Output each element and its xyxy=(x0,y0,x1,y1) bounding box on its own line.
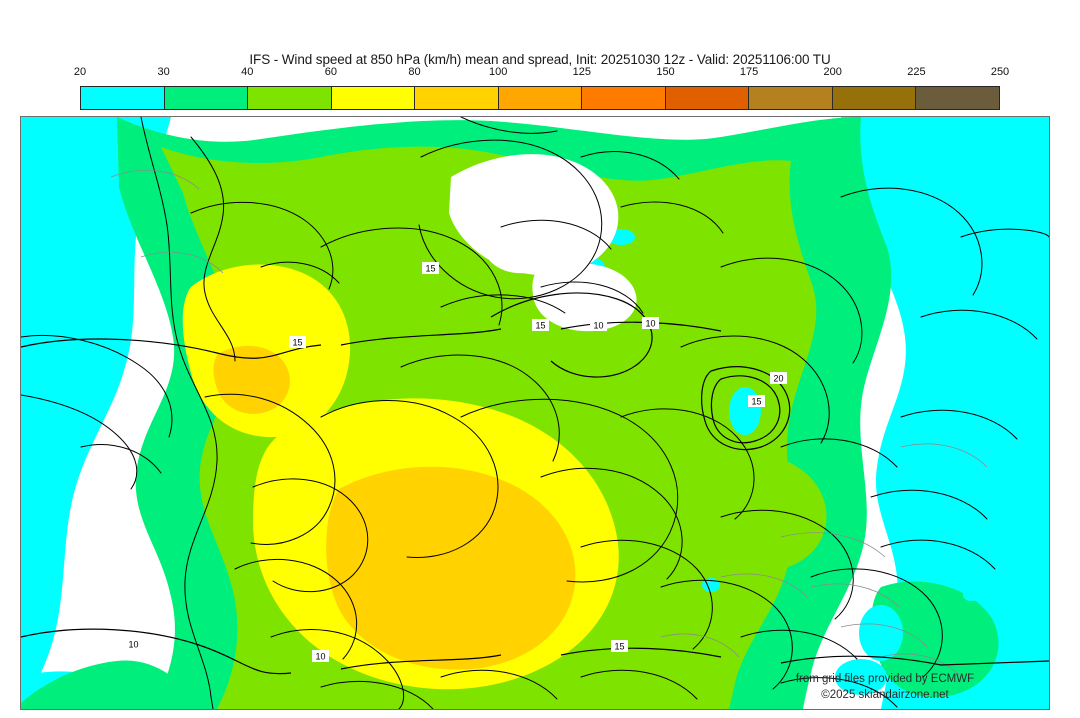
shade-cyan xyxy=(21,117,171,709)
contour-label: 15 xyxy=(748,395,765,407)
colorbar-tick: 200 xyxy=(823,66,842,78)
contour-label: 10 xyxy=(590,319,607,331)
contour-label: 10 xyxy=(125,638,142,650)
svg-text:10: 10 xyxy=(593,321,603,331)
colorbar-tick: 150 xyxy=(656,66,675,78)
colorbar-tick: 225 xyxy=(907,66,926,78)
svg-text:15: 15 xyxy=(614,642,624,652)
weather-map-canvas[interactable]: 15 15 10 20 15 xyxy=(20,116,1050,710)
colorbar-tick: 175 xyxy=(739,66,759,78)
colorbar-tick: 40 xyxy=(241,66,254,78)
shade-gold xyxy=(213,345,290,414)
colorbar-segment xyxy=(331,87,416,109)
colorbar-tick: 250 xyxy=(990,66,1010,78)
contour-label: 20 xyxy=(770,372,787,384)
shading-layer xyxy=(21,117,1049,709)
svg-text:15: 15 xyxy=(751,397,761,407)
colorbar-segment xyxy=(832,87,917,109)
arctic-islands xyxy=(449,154,637,332)
contour-label: 10 xyxy=(642,317,659,329)
shade-cyan xyxy=(841,117,1049,709)
colorbar-segment xyxy=(248,87,332,109)
admin-borders-layer xyxy=(110,169,988,676)
colorbar-tick: 30 xyxy=(157,66,170,78)
shade-green1 xyxy=(871,581,999,698)
svg-text:10: 10 xyxy=(645,319,655,329)
colorbar: 20 30 40 60 80 100 125 150 175 200 225 2… xyxy=(74,66,1009,110)
svg-text:15: 15 xyxy=(425,264,435,274)
colorbar-segment xyxy=(498,87,583,109)
colorbar-scale xyxy=(80,86,1000,110)
colorbar-segment xyxy=(164,87,249,109)
colorbar-tick: 100 xyxy=(489,66,508,78)
contour-label: 15 xyxy=(611,640,628,652)
contour-label: 15 xyxy=(532,319,549,331)
colorbar-segment xyxy=(665,87,750,109)
colorbar-tick: 20 xyxy=(73,66,87,78)
contour-label-group: 15 15 10 20 15 xyxy=(125,262,787,662)
colorbar-tick: 60 xyxy=(324,66,338,78)
colorbar-segment xyxy=(916,87,1000,109)
shade-green1 xyxy=(21,660,201,709)
coastline-layer xyxy=(21,117,1049,709)
colorbar-segment xyxy=(81,87,165,109)
svg-text:15: 15 xyxy=(292,338,302,348)
colorbar-segment xyxy=(749,87,833,109)
colorbar-tick-labels: 20 30 40 60 80 100 125 150 175 200 225 2… xyxy=(74,66,1009,84)
colorbar-tick: 125 xyxy=(572,66,591,78)
map-svg: 15 15 10 20 15 xyxy=(21,117,1049,709)
colorbar-segment xyxy=(415,87,499,109)
shade-green2 xyxy=(700,452,827,572)
page-title: IFS - Wind speed at 850 hPa (km/h) mean … xyxy=(249,52,831,67)
svg-text:20: 20 xyxy=(773,374,783,384)
contour-label: 15 xyxy=(422,262,439,274)
shade-gold xyxy=(326,466,576,670)
colorbar-segment xyxy=(582,87,666,109)
colorbar-tick: 80 xyxy=(408,66,421,78)
contour-label: 10 xyxy=(312,650,329,662)
svg-text:10: 10 xyxy=(128,640,138,650)
contour-label: 15 xyxy=(289,336,306,348)
svg-text:10: 10 xyxy=(315,652,325,662)
svg-text:15: 15 xyxy=(535,321,545,331)
